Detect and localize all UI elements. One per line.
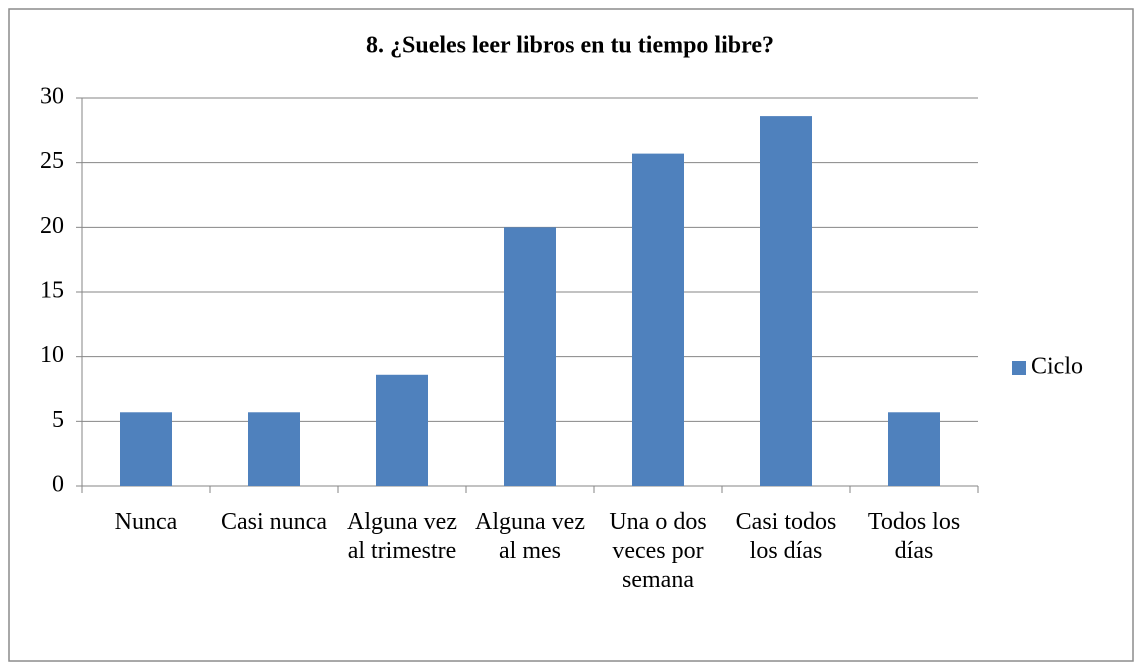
bar (120, 412, 172, 486)
x-tick-label: Todos los días (867, 509, 961, 564)
y-tick-label: 30 (40, 84, 64, 110)
bar (504, 227, 556, 487)
x-tick-label: Alguna vez al trimestre (347, 509, 457, 564)
chart-title: 8. ¿Sueles leer libros en tu tiempo libr… (366, 33, 774, 59)
bar (632, 153, 684, 486)
x-tick-label: Nunca (114, 509, 178, 535)
x-tick-label: Alguna vez al mes (475, 509, 585, 564)
bar (376, 374, 428, 486)
bar (248, 412, 300, 486)
chart-border (8, 8, 1134, 662)
legend-label: Ciclo (1031, 354, 1083, 380)
bar (888, 412, 940, 486)
legend-swatch (1012, 361, 1026, 375)
y-tick-label: 25 (40, 148, 64, 174)
y-tick-label: 0 (52, 472, 64, 498)
x-tick-label: Casi todos los días (735, 509, 837, 564)
y-tick-label: 15 (40, 278, 64, 304)
y-tick-label: 10 (40, 342, 64, 368)
x-tick-label: Una o dos veces por semana (609, 509, 707, 593)
y-tick-label: 20 (40, 213, 64, 239)
y-tick-label: 5 (52, 407, 64, 433)
x-tick-label: Casi nunca (221, 509, 327, 535)
bar (760, 116, 812, 487)
